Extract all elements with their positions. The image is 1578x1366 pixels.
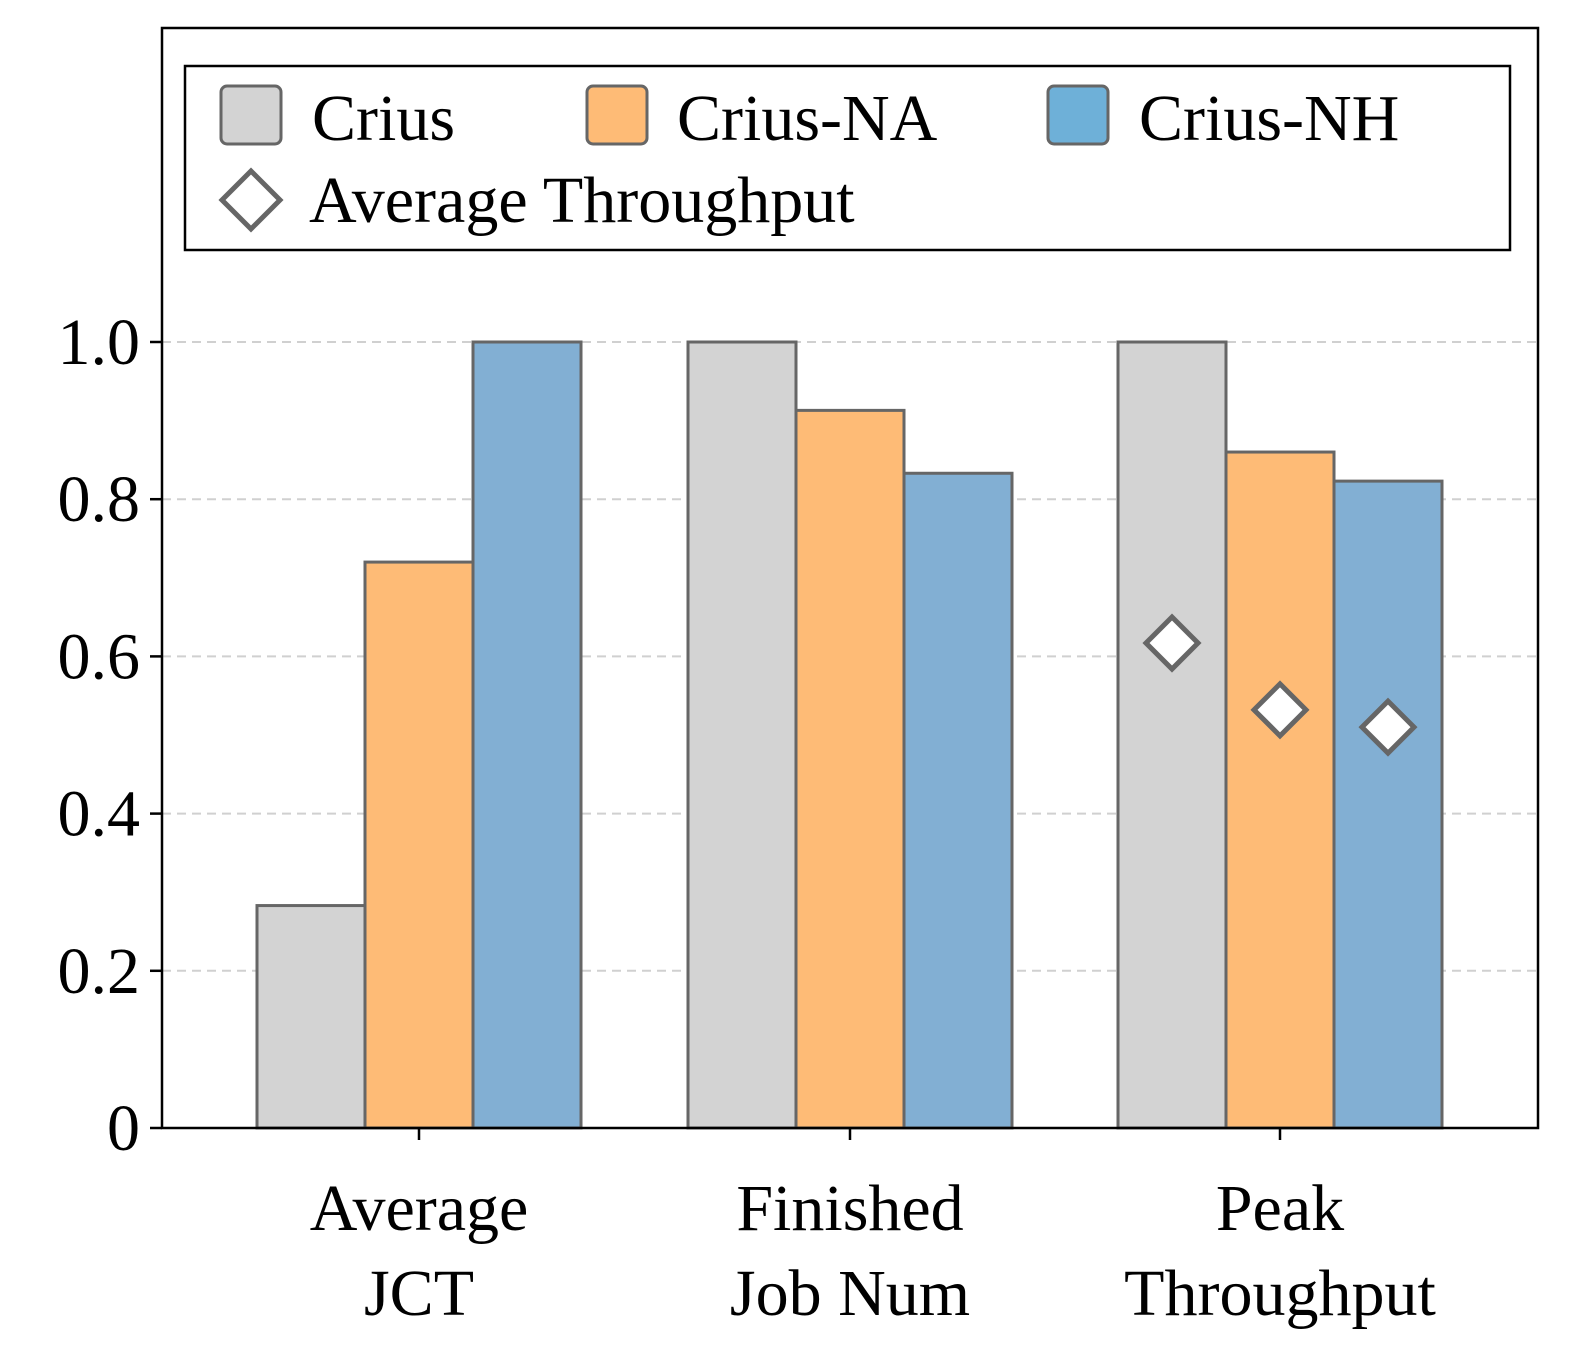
x-tick-label-2-line-1: Throughput [1124,1257,1436,1330]
average-throughput-marker-1 [1250,680,1310,740]
legend-label-crius-nh: Crius-NH [1139,82,1399,155]
legend-box [183,64,1512,252]
y-tick-label-5: 1.0 [58,306,141,379]
y-tick-label-0: 0 [107,1092,140,1165]
bar-crius-nh-0 [471,340,583,1130]
y-axis: 0 0.2 0.4 0.6 0.8 1.0 [58,306,162,1165]
bar-crius-nh-1 [902,471,1014,1130]
bar-crius-na-2 [1224,450,1336,1130]
x-tick-label-2-line-0: Peak [1216,1172,1344,1245]
y-tick-label-2: 0.4 [58,778,141,851]
y-tick-label-4: 0.8 [58,463,141,536]
average-throughput-marker-2 [1358,697,1418,757]
legend-label-crius: Crius [312,82,455,155]
x-tick-label-1-line-0: Finished [736,1172,963,1245]
bar-crius-nh-2 [1332,479,1444,1130]
y-tick-label-1: 0.2 [58,935,141,1008]
x-tick-label-0-line-0: Average [310,1172,529,1245]
x-tick-label-1-line-1: Job Num [730,1257,970,1330]
x-tick-label-0-line-1: JCT [364,1257,474,1330]
bar-crius-1 [686,340,798,1130]
bar-crius-na-0 [363,560,475,1130]
x-axis: Average JCT Finished Job Num Peak Throughput [310,1128,1436,1330]
legend-swatch-crius-na [585,84,649,146]
legend-label-average-throughput: Average Throughput [309,164,855,237]
bars [255,340,1444,1130]
legend-diamond-icon [218,167,284,233]
bar-crius-2 [1116,340,1228,1130]
bar-crius-na-1 [794,408,906,1130]
legend-label-crius-na: Crius-NA [677,82,938,155]
average-throughput-markers [1142,613,1418,757]
bar-crius-0 [255,904,367,1130]
average-throughput-marker-0 [1142,613,1202,673]
y-tick-label-3: 0.6 [58,620,141,693]
legend-swatch-crius-nh [1046,84,1110,146]
legend-swatch-crius [219,84,283,146]
legend: Crius Crius-NA Crius-NH Average Throughp… [183,64,1512,252]
